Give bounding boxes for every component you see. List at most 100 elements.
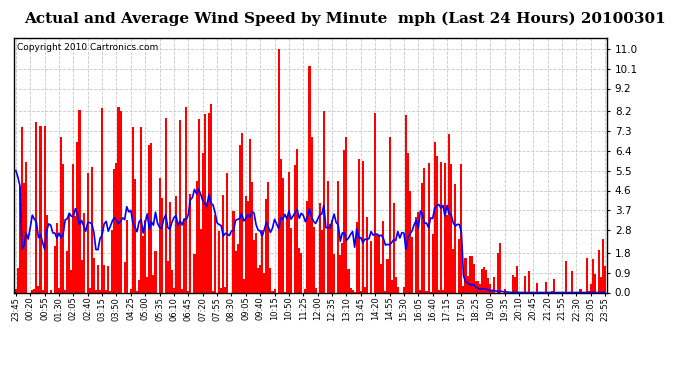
Bar — [130, 289, 132, 292]
Bar — [266, 198, 268, 292]
Bar — [407, 153, 409, 292]
Bar — [319, 203, 321, 292]
Bar — [364, 286, 366, 292]
Bar — [462, 286, 464, 292]
Bar — [357, 159, 359, 292]
Bar — [342, 243, 344, 292]
Bar — [257, 268, 259, 292]
Bar — [210, 104, 212, 292]
Bar — [321, 230, 323, 292]
Bar — [197, 119, 199, 292]
Bar — [155, 251, 157, 292]
Bar — [201, 153, 204, 292]
Bar — [199, 228, 201, 292]
Bar — [144, 220, 146, 292]
Bar — [37, 286, 39, 292]
Bar — [193, 254, 195, 292]
Bar — [142, 236, 144, 292]
Bar — [165, 118, 167, 292]
Bar — [62, 164, 64, 292]
Bar — [70, 270, 72, 292]
Bar — [159, 178, 161, 292]
Bar — [218, 231, 220, 292]
Bar — [483, 267, 485, 292]
Bar — [54, 246, 56, 292]
Bar — [81, 260, 83, 292]
Bar — [109, 291, 111, 292]
Bar — [528, 271, 530, 292]
Bar — [553, 279, 555, 292]
Bar — [489, 285, 491, 292]
Bar — [103, 265, 105, 292]
Bar — [304, 289, 306, 292]
Bar — [500, 243, 502, 292]
Bar — [308, 66, 310, 292]
Bar — [89, 288, 91, 292]
Bar — [237, 244, 239, 292]
Bar — [64, 290, 66, 292]
Bar — [355, 222, 357, 292]
Bar — [590, 284, 592, 292]
Text: Actual and Average Wind Speed by Minute  mph (Last 24 Hours) 20100301: Actual and Average Wind Speed by Minute … — [24, 11, 666, 26]
Bar — [424, 168, 426, 292]
Bar — [296, 149, 298, 292]
Bar — [448, 134, 450, 292]
Bar — [259, 265, 262, 292]
Bar — [475, 281, 477, 292]
Bar — [473, 264, 475, 292]
Bar — [544, 282, 546, 292]
Bar — [208, 113, 210, 292]
Bar — [241, 133, 243, 292]
Bar — [466, 276, 469, 292]
Bar — [479, 284, 481, 292]
Bar — [565, 261, 567, 292]
Bar — [41, 290, 43, 292]
Bar — [333, 254, 335, 292]
Bar — [115, 164, 117, 292]
Bar — [444, 163, 446, 292]
Bar — [111, 230, 113, 292]
Bar — [72, 164, 75, 292]
Bar — [497, 253, 500, 292]
Bar — [195, 181, 197, 292]
Bar — [222, 195, 224, 292]
Bar — [446, 216, 448, 292]
Bar — [512, 275, 514, 292]
Bar — [536, 283, 538, 292]
Bar — [352, 290, 353, 292]
Bar — [298, 249, 300, 292]
Bar — [454, 184, 456, 292]
Bar — [282, 178, 284, 292]
Bar — [600, 278, 602, 292]
Bar — [409, 191, 411, 292]
Bar — [294, 165, 296, 292]
Bar — [117, 106, 119, 292]
Bar — [148, 145, 150, 292]
Bar — [35, 122, 37, 292]
Bar — [58, 288, 60, 292]
Bar — [245, 196, 247, 292]
Bar — [339, 255, 342, 292]
Bar — [415, 217, 417, 292]
Bar — [604, 266, 607, 292]
Bar — [23, 183, 25, 292]
Bar — [366, 216, 368, 292]
Bar — [269, 268, 271, 292]
Bar — [60, 137, 62, 292]
Bar — [83, 213, 85, 292]
Bar — [243, 279, 245, 292]
Bar — [226, 173, 228, 292]
Bar — [288, 172, 290, 292]
Bar — [95, 290, 97, 292]
Bar — [442, 291, 444, 292]
Bar — [138, 280, 140, 292]
Bar — [173, 288, 175, 292]
Bar — [437, 290, 440, 292]
Bar — [249, 140, 251, 292]
Bar — [403, 287, 405, 292]
Bar — [268, 182, 269, 292]
Bar — [286, 219, 288, 292]
Bar — [359, 291, 362, 292]
Bar — [43, 126, 46, 292]
Bar — [17, 268, 19, 292]
